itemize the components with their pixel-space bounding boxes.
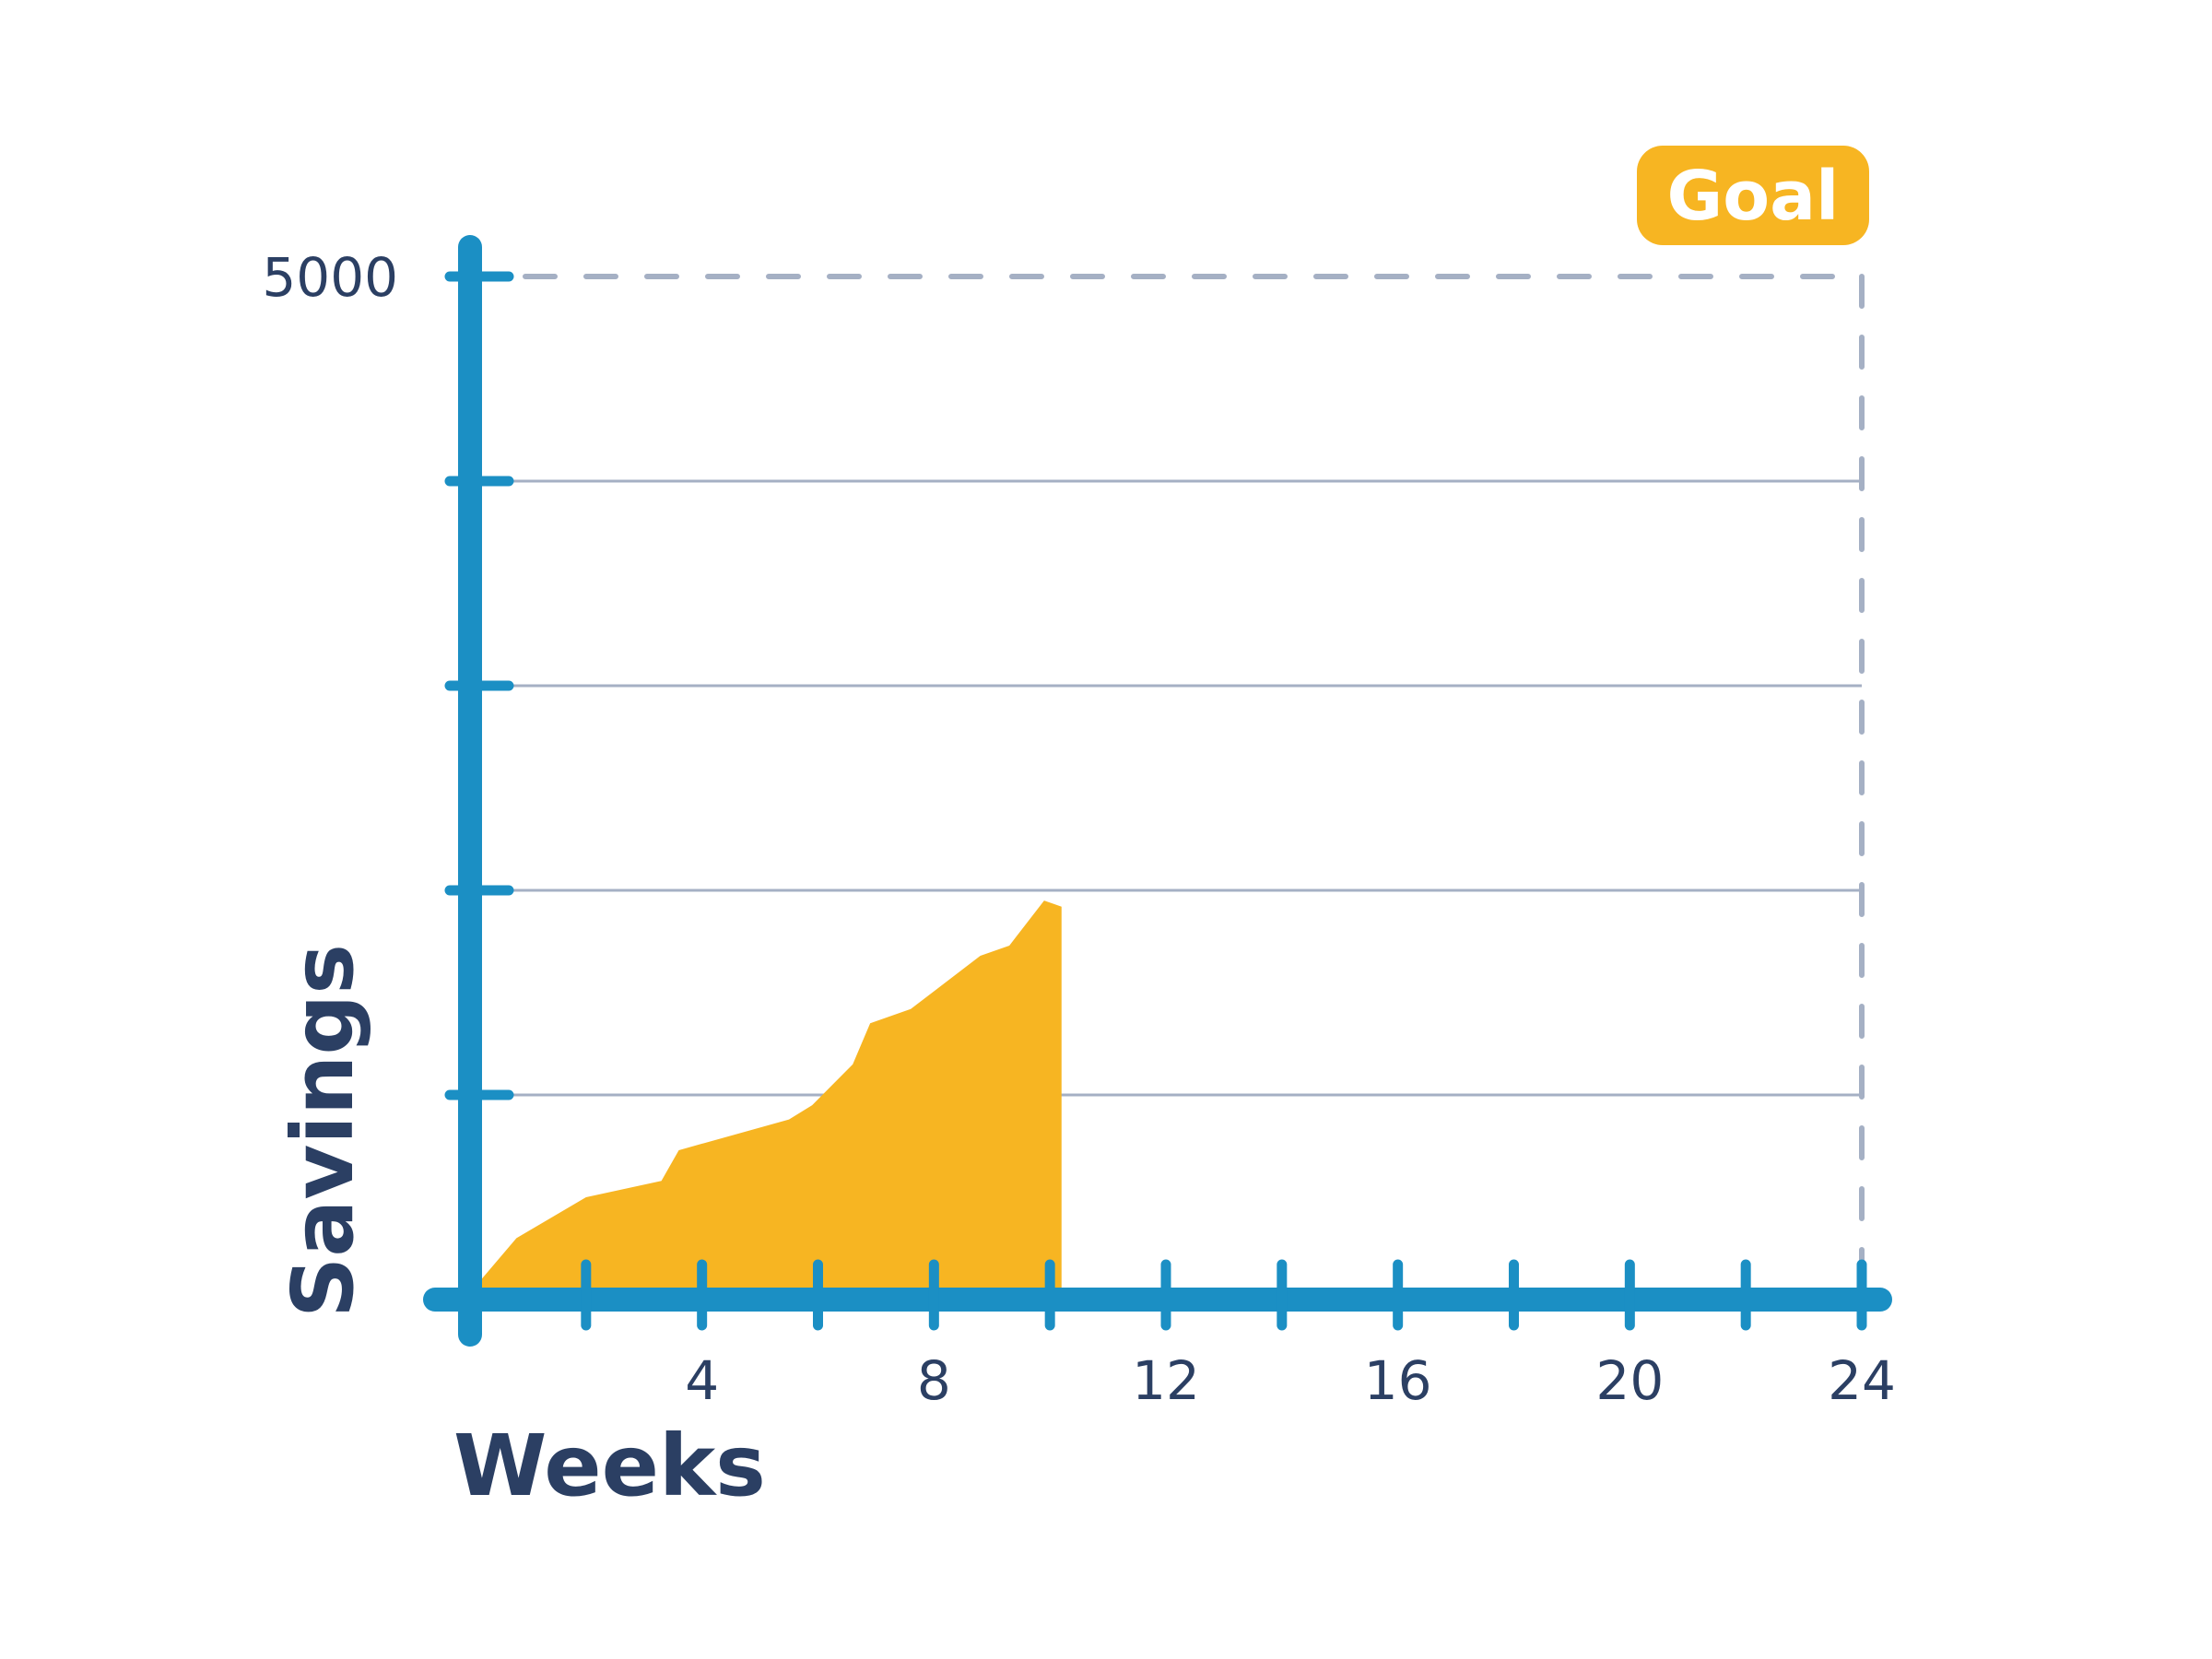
goal-lines [523, 274, 1865, 1293]
x-tick-label: 16 [1364, 1349, 1432, 1412]
goal-badge: Goal [1637, 146, 1869, 245]
goal-label: Goal [1667, 157, 1840, 236]
goal-badge-background [1637, 146, 1869, 245]
y-axis-title: Savings [274, 944, 372, 1318]
x-axis-title: Weeks [453, 1417, 766, 1515]
savings-area [481, 900, 1062, 1300]
axes [423, 235, 1892, 1347]
x-tick-label: 8 [917, 1349, 951, 1412]
grid-lines [470, 479, 1862, 1097]
y-tick-label: 5000 [262, 246, 398, 309]
x-tick-label: 4 [685, 1349, 719, 1412]
x-tick-label: 12 [1132, 1349, 1200, 1412]
x-tick-label: 20 [1595, 1349, 1664, 1412]
x-tick-label: 24 [1828, 1349, 1896, 1412]
savings-area-fill [481, 900, 1062, 1300]
tick-labels: 4 8 12 16 20 24 5000 [262, 246, 1896, 1412]
